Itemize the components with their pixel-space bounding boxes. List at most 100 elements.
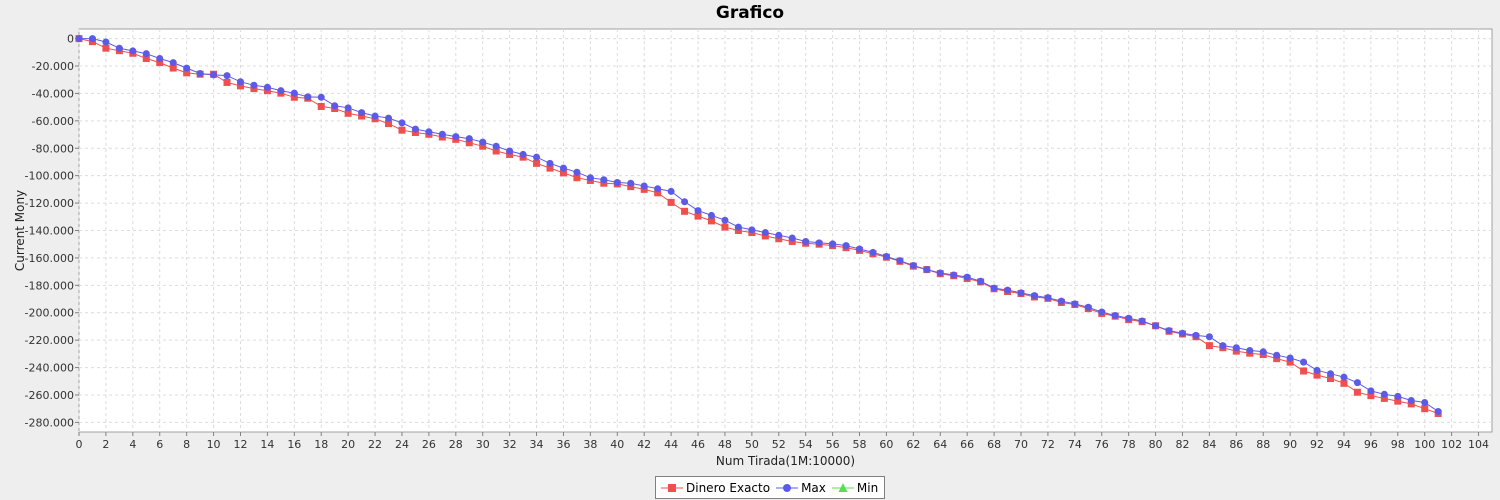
data-point-max bbox=[465, 135, 473, 143]
y-axis-label: Current Mony bbox=[13, 190, 27, 271]
data-point-max bbox=[640, 182, 648, 190]
series-max bbox=[75, 35, 1442, 415]
data-point-max bbox=[1030, 292, 1038, 300]
data-point-max bbox=[829, 240, 837, 248]
x-tick-label: 104 bbox=[1468, 438, 1489, 451]
legend-label-max: Max bbox=[801, 480, 826, 495]
data-point-max bbox=[1111, 311, 1119, 319]
data-point-max bbox=[1313, 366, 1321, 374]
y-tick-label: -280.000 bbox=[25, 416, 74, 429]
data-point-max bbox=[1232, 344, 1240, 352]
legend-label-dinero-exacto: Dinero Exacto bbox=[686, 480, 771, 495]
data-point-dinero-exacto bbox=[142, 54, 150, 62]
x-tick-label: 66 bbox=[960, 438, 974, 451]
data-point-max bbox=[492, 142, 500, 150]
y-tick-label: -120.000 bbox=[25, 197, 74, 210]
legend-label-min: Min bbox=[856, 480, 879, 495]
data-point-max bbox=[1125, 314, 1133, 322]
data-point-dinero-exacto bbox=[573, 174, 581, 182]
data-point-max bbox=[977, 277, 985, 285]
data-point-max bbox=[317, 93, 325, 101]
x-tick-label: 94 bbox=[1337, 438, 1351, 451]
data-point-max bbox=[196, 70, 204, 78]
x-tick-label: 12 bbox=[233, 438, 247, 451]
data-point-dinero-exacto bbox=[344, 109, 352, 117]
x-tick-label: 86 bbox=[1229, 438, 1243, 451]
data-point-max bbox=[1353, 379, 1361, 387]
data-point-max bbox=[950, 271, 958, 279]
x-tick-label: 26 bbox=[422, 438, 436, 451]
x-tick-label: 100 bbox=[1414, 438, 1435, 451]
data-point-max bbox=[802, 237, 810, 245]
data-point-max bbox=[654, 185, 662, 193]
data-point-max bbox=[1273, 351, 1281, 359]
legend-swatch-square-icon bbox=[661, 483, 683, 492]
x-tick-label: 42 bbox=[637, 438, 651, 451]
y-tick-label: -60.000 bbox=[32, 115, 74, 128]
data-point-max bbox=[452, 133, 460, 141]
data-point-max bbox=[156, 54, 164, 62]
x-tick-label: 24 bbox=[395, 438, 409, 451]
data-point-max bbox=[761, 229, 769, 237]
data-point-max bbox=[1246, 346, 1254, 354]
data-point-max bbox=[721, 216, 729, 224]
data-point-max bbox=[909, 261, 917, 269]
x-tick-label: 16 bbox=[287, 438, 301, 451]
data-point-max bbox=[385, 114, 393, 122]
x-tick-label: 2 bbox=[102, 438, 109, 451]
data-point-dinero-exacto bbox=[236, 82, 244, 90]
x-tick-label: 72 bbox=[1041, 438, 1055, 451]
x-tick-label: 18 bbox=[314, 438, 328, 451]
data-point-dinero-exacto bbox=[667, 198, 675, 206]
legend-item-max: Max bbox=[776, 481, 826, 495]
data-point-dinero-exacto bbox=[533, 159, 541, 167]
x-tick-label: 50 bbox=[745, 438, 759, 451]
data-point-max bbox=[236, 78, 244, 86]
data-point-max bbox=[425, 128, 433, 136]
data-point-max bbox=[411, 125, 419, 133]
x-tick-label: 78 bbox=[1122, 438, 1136, 451]
data-point-max bbox=[1407, 396, 1415, 404]
y-tick-label: -40.000 bbox=[32, 87, 74, 100]
data-point-max bbox=[1205, 333, 1213, 341]
y-tick-label: 0 bbox=[67, 33, 74, 46]
data-point-dinero-exacto bbox=[1353, 388, 1361, 396]
data-point-max bbox=[210, 71, 218, 79]
x-tick-label: 60 bbox=[879, 438, 893, 451]
x-tick-label: 98 bbox=[1391, 438, 1405, 451]
data-point-max bbox=[667, 187, 675, 195]
x-tick-label: 74 bbox=[1068, 438, 1082, 451]
data-point-max bbox=[694, 207, 702, 215]
data-point-max bbox=[896, 257, 904, 265]
data-point-max bbox=[277, 87, 285, 95]
legend-swatch-circle-icon bbox=[776, 483, 799, 492]
data-point-dinero-exacto bbox=[1205, 342, 1213, 350]
data-point-dinero-exacto bbox=[546, 164, 554, 172]
data-point-dinero-exacto bbox=[102, 44, 110, 52]
x-tick-label: 56 bbox=[826, 438, 840, 451]
data-point-dinero-exacto bbox=[398, 126, 406, 134]
data-point-max bbox=[923, 266, 931, 274]
data-point-dinero-exacto bbox=[1340, 379, 1348, 387]
x-tick-label: 76 bbox=[1095, 438, 1109, 451]
data-point-max bbox=[1004, 286, 1012, 294]
data-point-max bbox=[1017, 289, 1025, 297]
data-point-max bbox=[290, 89, 298, 97]
x-tick-label: 48 bbox=[718, 438, 732, 451]
data-point-max bbox=[1434, 407, 1442, 415]
data-point-dinero-exacto bbox=[1380, 394, 1388, 402]
data-point-max bbox=[681, 198, 689, 206]
data-point-max bbox=[856, 245, 864, 253]
grid-lines bbox=[78, 29, 1492, 432]
y-tick-label: -100.000 bbox=[25, 170, 74, 183]
data-point-max bbox=[963, 273, 971, 281]
data-point-max bbox=[358, 109, 366, 117]
data-point-max bbox=[1178, 329, 1186, 337]
data-point-max bbox=[1152, 322, 1160, 330]
data-point-max bbox=[1044, 294, 1052, 302]
x-tick-label: 96 bbox=[1364, 438, 1378, 451]
data-point-max bbox=[573, 168, 581, 176]
data-point-max bbox=[223, 72, 231, 80]
data-point-max bbox=[1327, 370, 1335, 378]
